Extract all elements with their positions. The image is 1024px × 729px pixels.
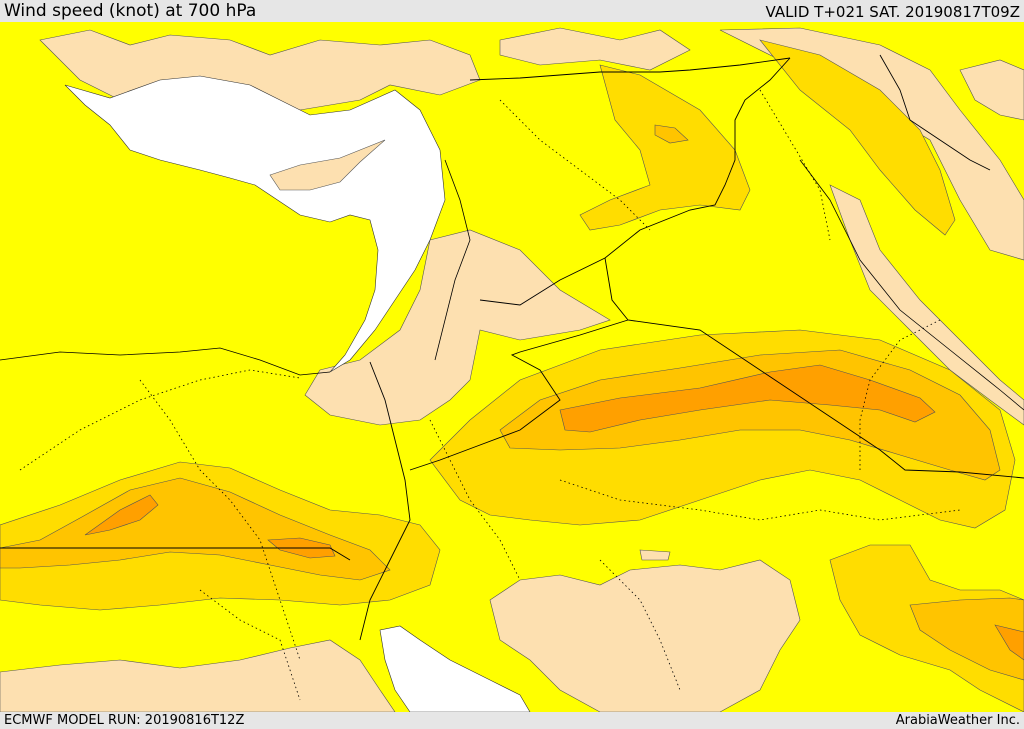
- fresh-southeast: [909, 597, 1024, 681]
- valid-time: VALID T+021 SAT. 20190817T09Z: [765, 3, 1020, 21]
- dotted-libya: [19, 369, 301, 471]
- calm-arabia: [489, 559, 801, 712]
- coast-gulf: [799, 159, 1024, 411]
- dotted-egypt-1: [139, 379, 301, 661]
- strong-arabia: [559, 364, 936, 433]
- dotted-egypt-2: [199, 589, 301, 701]
- border-iraq-saudi: [604, 257, 1024, 479]
- border-iraq-iran: [879, 54, 991, 171]
- map-title: Wind speed (knot) at 700 hPa: [4, 1, 257, 21]
- coastlines: [0, 159, 1024, 411]
- strong-southeast: [994, 624, 1024, 661]
- strong-libya: [84, 494, 159, 536]
- calm-patch-1: [639, 549, 671, 561]
- moderate-iraq: [579, 64, 751, 231]
- footer-bar: ECMWF MODEL RUN: 20190816T12Z ArabiaWeat…: [0, 712, 1024, 729]
- sea-red-sea: [379, 625, 531, 712]
- credit: ArabiaWeather Inc.: [895, 713, 1020, 728]
- header-bar: Wind speed (knot) at 700 hPa VALID T+021…: [0, 0, 1024, 22]
- dotted-saudi-2: [599, 559, 681, 691]
- province-borders: [19, 89, 961, 701]
- calm-levant: [304, 229, 611, 426]
- calm-gulf-coast: [829, 184, 1024, 426]
- border-iraq-syria: [479, 57, 791, 306]
- dotted-hejaz: [429, 419, 521, 581]
- country-borders: [0, 54, 1024, 641]
- dotted-saudi-3: [859, 319, 941, 470]
- calm-egypt-south: [0, 639, 396, 712]
- border-turkey-syria: [469, 57, 791, 81]
- coast-levant: [434, 159, 471, 361]
- fresh-egypt: [0, 477, 391, 581]
- border-jordan-saudi: [409, 319, 629, 471]
- dotted-saudi-1: [559, 479, 961, 521]
- calm-ne-patch: [959, 59, 1024, 121]
- cyprus-island: [269, 139, 386, 191]
- weather-map: [0, 22, 1024, 712]
- wind-speed-map: [0, 22, 1024, 712]
- coast-north-africa: [0, 347, 331, 376]
- border-egypt-israel: [359, 361, 411, 641]
- model-run: ECMWF MODEL RUN: 20190816T12Z: [4, 713, 245, 728]
- calm-north-center: [499, 27, 691, 71]
- border-egypt-sudan: [0, 547, 351, 561]
- moderate-zagros: [759, 39, 956, 236]
- fresh-iraq-patch: [654, 124, 689, 144]
